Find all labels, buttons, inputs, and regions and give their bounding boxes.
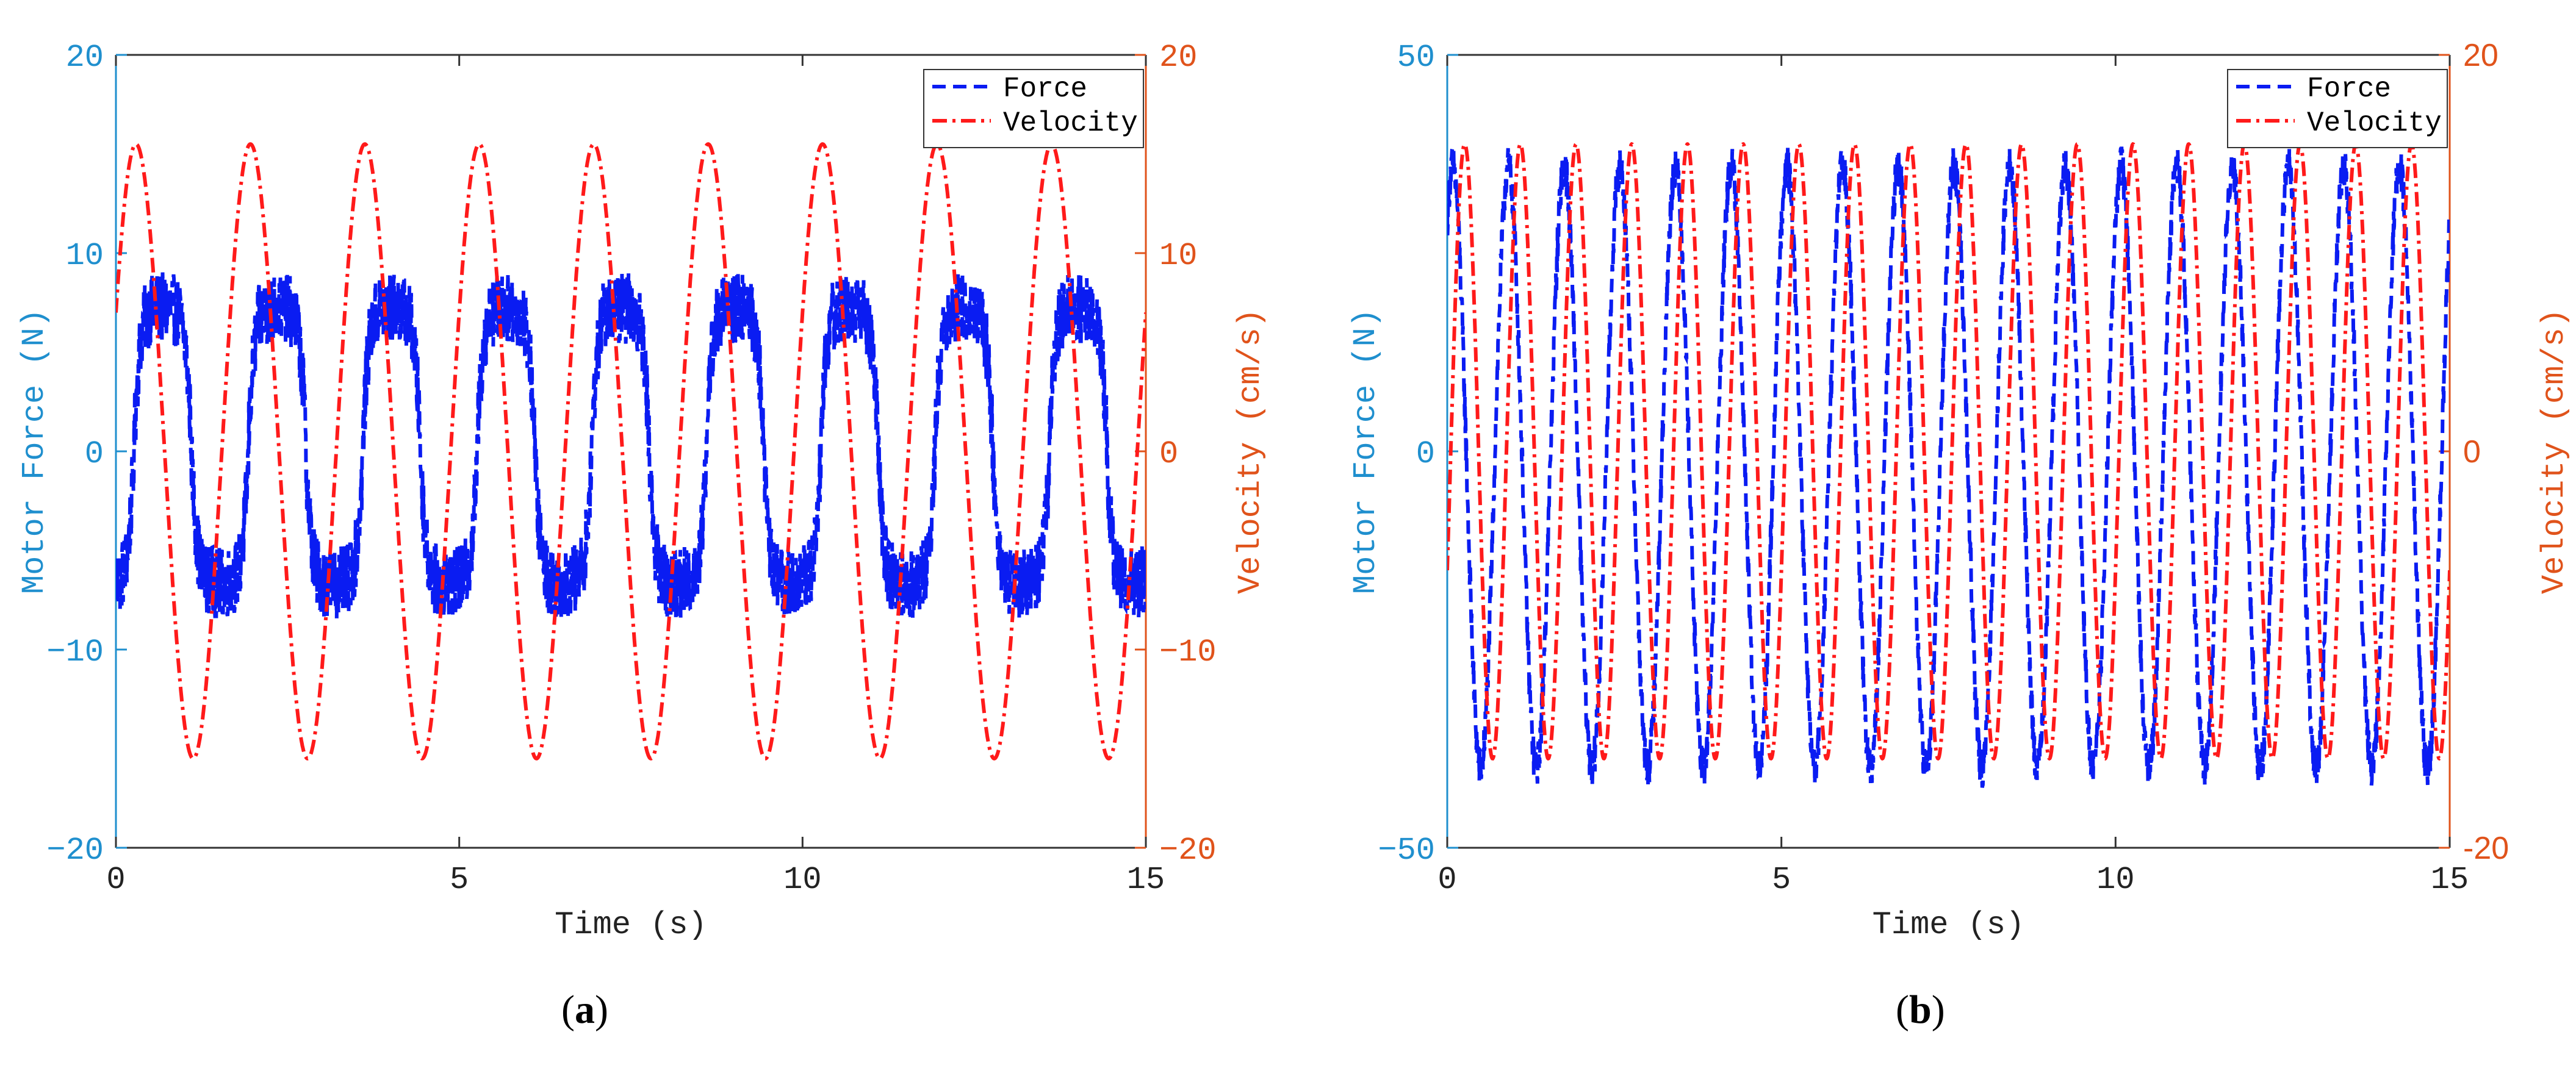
legend-box — [923, 69, 1144, 148]
legend-label-force: Force — [2307, 73, 2391, 105]
y-left-tick-label: 50 — [1397, 40, 1435, 76]
y-right-axis-label: Velocity (cm/s) — [2536, 309, 2572, 594]
y-right-tick-label: 20 — [1159, 40, 1197, 76]
panel-label-b-close: ) — [1931, 987, 1945, 1032]
x-tick-label: 0 — [1437, 862, 1456, 898]
panel-label-a-close: ) — [594, 987, 608, 1032]
y-left-tick-label: 0 — [1416, 436, 1435, 472]
y-right-tick-label: 10 — [1159, 238, 1197, 274]
y-right-tick-label: 20 — [2463, 38, 2499, 73]
y-left-axis-label: Motor Force (N) — [16, 309, 52, 594]
x-tick-label: 5 — [1772, 862, 1791, 898]
panel-label-b: (b) — [1896, 987, 1945, 1033]
y-left-tick-label: 0 — [85, 436, 104, 472]
velocity-series-line — [116, 142, 1146, 761]
y-left-tick-label: −10 — [46, 634, 104, 670]
x-axis-label: Time (s) — [555, 907, 707, 943]
panel-label-b-letter: b — [1909, 987, 1932, 1032]
panel-label-a: (a) — [561, 987, 608, 1033]
force-series-line — [1447, 146, 2450, 788]
x-tick-label: 15 — [2431, 862, 2469, 898]
x-tick-label: 10 — [2096, 862, 2134, 898]
x-axis-label: Time (s) — [1873, 907, 2025, 943]
y-left-tick-label: −20 — [46, 833, 104, 869]
panel-label-a-open: ( — [561, 987, 575, 1032]
y-right-tick-label: −20 — [1159, 833, 1217, 869]
y-left-tick-label: 10 — [66, 238, 104, 274]
y-right-tick-label: -20 — [2463, 831, 2509, 866]
panel-label-a-letter: a — [574, 987, 595, 1032]
y-right-tick-label: 0 — [1159, 436, 1178, 472]
force-series-line — [116, 272, 1146, 618]
chart-panel-a: 0 5 10 15 20 10 0 −10 −20 20 10 0 −10 −20 Time (s) Moto… — [16, 40, 1268, 943]
y-left-tick-label: −50 — [1378, 833, 1435, 869]
panel-label-b-open: ( — [1896, 987, 1909, 1032]
y-left-tick-label: 20 — [66, 40, 104, 76]
legend-label-force: Force — [1003, 73, 1087, 105]
x-tick-label: 15 — [1127, 862, 1165, 898]
y-right-tick-label: 0 — [2463, 434, 2481, 470]
legend-box — [2227, 69, 2448, 148]
y-left-axis-label: Motor Force (N) — [1348, 309, 1384, 594]
x-tick-label: 0 — [106, 862, 125, 898]
legend-label-velocity: Velocity — [2307, 107, 2442, 139]
y-right-axis-label: Velocity (cm/s) — [1232, 309, 1268, 594]
legend-label-velocity: Velocity — [1003, 107, 1138, 139]
velocity-series-line — [1447, 141, 2450, 761]
x-tick-label: 10 — [783, 862, 821, 898]
x-tick-label: 5 — [450, 862, 469, 898]
y-right-tick-label: −10 — [1159, 634, 1217, 670]
